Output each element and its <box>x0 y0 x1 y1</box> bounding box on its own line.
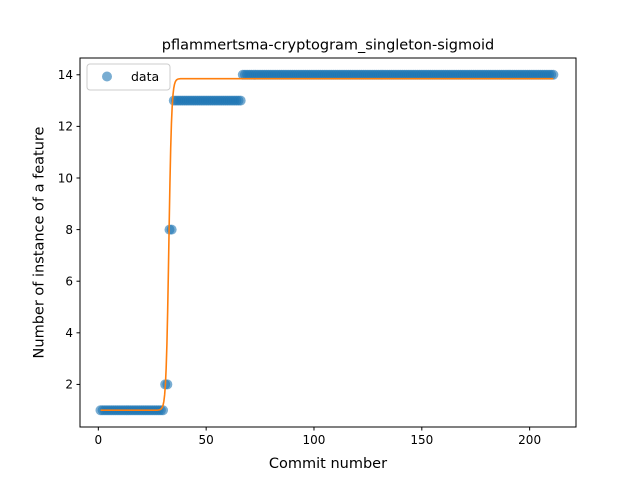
data-point <box>548 69 559 80</box>
x-tick-label: 50 <box>199 433 214 447</box>
legend-label-data: data <box>131 69 159 84</box>
y-axis-label: Number of instance of a feature <box>32 126 48 358</box>
chart-title: pflammertsma-cryptogram_singleton-sigmoi… <box>162 38 494 54</box>
y-tick-label: 12 <box>58 120 73 134</box>
y-tick-label: 4 <box>65 326 73 340</box>
x-tick-label: 150 <box>410 433 433 447</box>
x-tick-label: 200 <box>518 433 541 447</box>
legend: data <box>86 63 171 91</box>
legend-box <box>86 63 171 91</box>
data-point <box>166 224 177 235</box>
x-axis-ticks: 0 50 100 150 200 <box>95 427 541 447</box>
sigmoid-fit <box>100 77 554 412</box>
data-point <box>235 95 246 106</box>
axes-frame <box>79 57 577 428</box>
data-points <box>95 69 559 416</box>
y-tick-label: 8 <box>65 223 73 237</box>
data-point <box>158 405 169 416</box>
y-tick-label: 14 <box>58 68 73 82</box>
fit-curve <box>100 77 554 412</box>
y-tick-label: 10 <box>58 171 73 185</box>
x-tick-label: 100 <box>303 433 326 447</box>
x-axis-label: Commit number <box>269 456 387 472</box>
data-point <box>162 379 173 390</box>
x-tick-label: 0 <box>95 433 103 447</box>
y-tick-label: 6 <box>65 275 73 289</box>
plot-area: 0 50 100 150 200 2 4 6 8 10 12 14 <box>58 57 577 447</box>
y-tick-label: 2 <box>65 378 73 392</box>
legend-marker-data <box>102 71 112 82</box>
y-axis-ticks: 2 4 6 8 10 12 14 <box>58 68 80 392</box>
